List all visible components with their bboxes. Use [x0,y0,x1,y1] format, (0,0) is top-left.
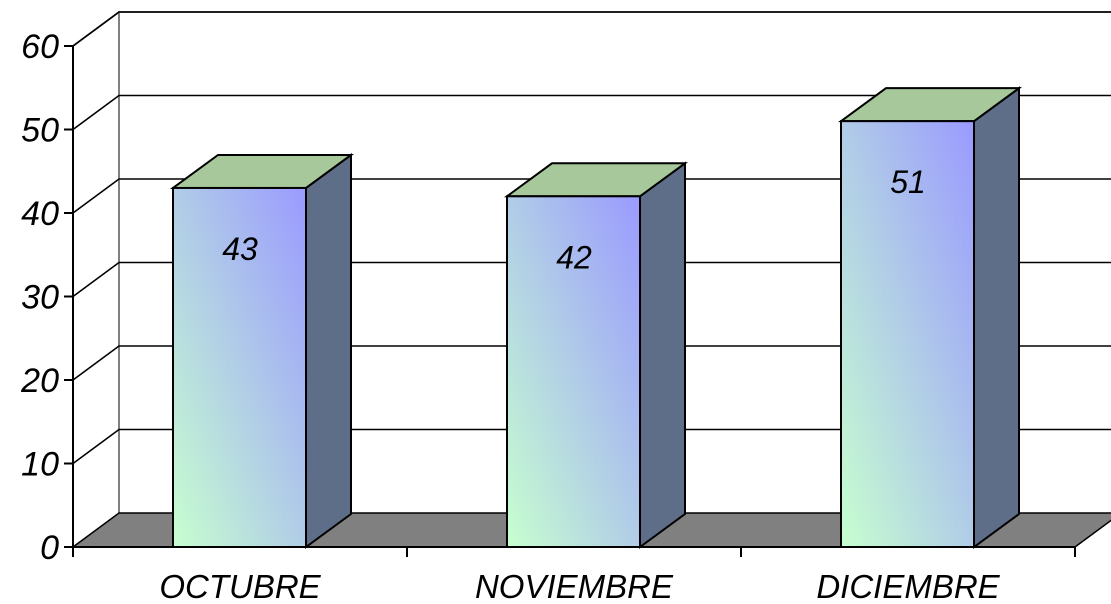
bar-front-face [506,195,641,549]
labels: 0 10 20 30 40 50 60 43 OCTUBRE 42 NOVIEMBRE 51 DICIE… [20,28,1000,604]
gridline [72,11,1111,47]
bar-noviembre [503,161,689,549]
y-tick-label: 10 [21,446,59,484]
gridline [72,261,1111,298]
data-label: 51 [890,164,926,200]
bar-side-face [973,86,1020,549]
y-tick-label: 60 [21,28,59,66]
x-category-label: NOVIEMBRE [475,568,674,604]
y-tick-label: 20 [20,362,59,400]
bars [169,86,1023,549]
bar-front-face [840,120,975,549]
gridline [72,178,1111,214]
gridlines [72,11,1111,465]
gridline [72,345,1111,381]
x-category-label: DICIEMBRE [816,568,1000,604]
gridline [72,428,1111,465]
bar-side-face [305,152,352,549]
bar-front-face [172,186,307,548]
y-tick-label: 0 [40,529,59,567]
data-label: 42 [556,239,592,275]
gridline [72,94,1111,131]
y-tick-label: 50 [21,112,59,150]
data-label: 43 [222,231,258,267]
bar-diciembre [837,86,1023,549]
y-tick-label: 30 [21,279,59,317]
bar-side-face [639,161,686,549]
bar-octubre [169,152,355,549]
y-tick-label: 40 [21,195,59,233]
x-category-label: OCTUBRE [159,568,321,604]
